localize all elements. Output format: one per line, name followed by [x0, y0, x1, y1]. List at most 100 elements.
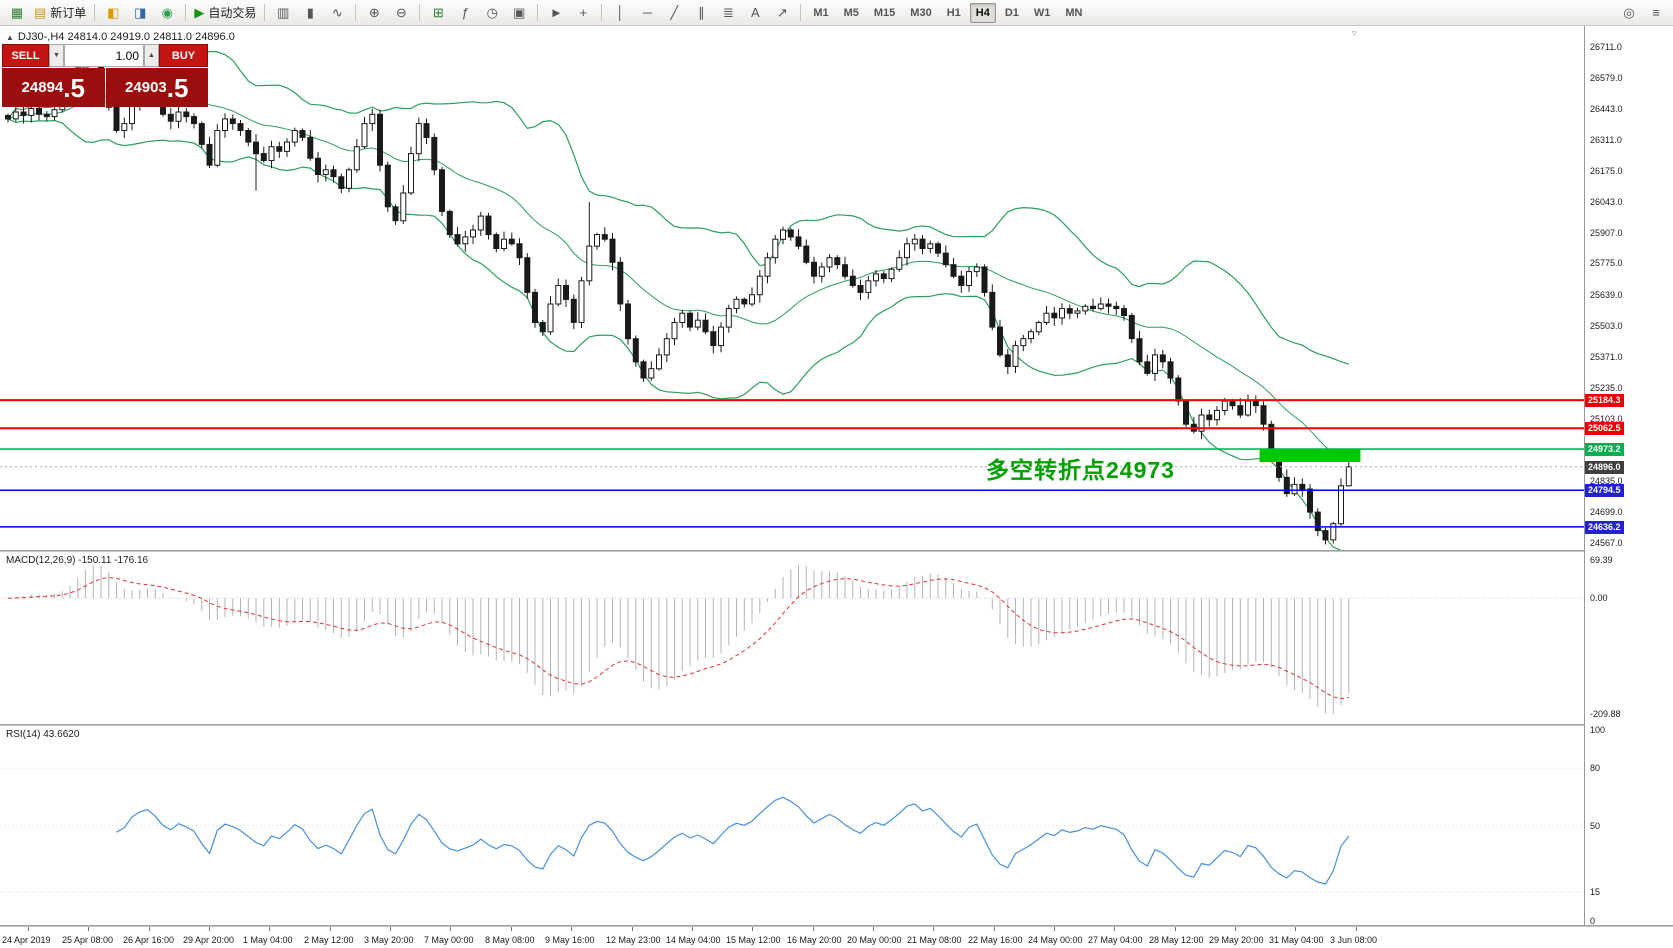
tile-windows-button[interactable]: ⊞	[425, 2, 451, 23]
arrows-button[interactable]: ↗	[769, 2, 795, 23]
price-chart[interactable]	[0, 26, 1584, 550]
candle	[198, 123, 205, 145]
timeframe-m5-button[interactable]: M5	[843, 6, 859, 19]
candle	[268, 146, 275, 162]
channel-button[interactable]: ∥	[688, 2, 714, 23]
crosshair-button[interactable]: +	[570, 2, 596, 23]
candle	[167, 113, 174, 122]
macd-panel[interactable]	[0, 552, 1584, 724]
turning-point-annotation[interactable]: 多空转折点24973	[986, 457, 1175, 483]
price-axis-label: 26711.0	[1590, 42, 1622, 52]
candle	[1159, 354, 1166, 363]
new-order-button[interactable]: ▤ 新订单	[31, 2, 89, 23]
oneclick-collapse-icon[interactable]: ▲	[6, 33, 14, 42]
menu-button[interactable]: ≡	[1643, 2, 1669, 23]
fibonacci-button[interactable]: ≣	[715, 2, 741, 23]
candle	[958, 275, 965, 286]
candle	[555, 285, 562, 305]
candle	[756, 275, 763, 296]
candle	[260, 153, 267, 161]
candle	[803, 245, 810, 263]
trendline-button[interactable]: ╱	[661, 2, 687, 23]
rsi-panel[interactable]	[0, 726, 1584, 925]
autotrading-button[interactable]: ▶ 自动交易	[191, 2, 259, 23]
sell-price-display[interactable]: 24894.5	[2, 68, 105, 107]
price-axis[interactable]: 26711.0 26579.0 26443.0 26311.0 26175.0 26043…	[1584, 26, 1673, 926]
panel-separator[interactable]	[0, 550, 1673, 552]
candle	[214, 130, 221, 166]
chart-shift-marker-icon[interactable]: ▿	[1352, 28, 1357, 38]
time-axis[interactable]: 24 Apr 2019 25 Apr 08:00 26 Apr 16:00 29 Ap…	[0, 927, 1673, 948]
zoom-in-button[interactable]: ⊕	[361, 2, 387, 23]
app-icon[interactable]: ▦	[4, 2, 30, 23]
timeframe-h4-button[interactable]: H4	[969, 2, 996, 23]
candle	[725, 308, 732, 328]
candle	[617, 261, 624, 305]
periods-icon: ◷	[486, 5, 498, 20]
candle	[415, 123, 422, 155]
volume-input[interactable]	[64, 44, 144, 67]
text-icon: A	[750, 5, 760, 20]
macd-signal-line	[7, 576, 1349, 700]
search-button[interactable]: ◎	[1616, 2, 1642, 23]
zoom-out-button[interactable]: ⊖	[388, 2, 414, 23]
candle	[1167, 361, 1174, 379]
market-watch-button[interactable]: ◧	[100, 2, 126, 23]
timeframe-w1-button[interactable]: W1	[1033, 6, 1051, 19]
arrows-icon: ↗	[776, 5, 788, 20]
buy-price-display[interactable]: 24903.5	[105, 68, 208, 107]
candle	[718, 326, 724, 347]
data-window-button[interactable]: ◨	[127, 2, 153, 23]
candle	[1144, 361, 1151, 374]
buy-button[interactable]: BUY	[159, 44, 208, 67]
candle	[563, 285, 569, 300]
candle	[888, 268, 895, 280]
cursor-button[interactable]: ►	[543, 2, 569, 23]
candle	[485, 215, 492, 236]
timeframe-m15-button[interactable]: M15	[873, 6, 896, 19]
candle	[1237, 405, 1244, 416]
candle	[245, 130, 252, 143]
time-axis-tick	[390, 927, 391, 931]
timeframe-h1-button[interactable]: H1	[946, 6, 961, 19]
fibonacci-icon: ≣	[722, 5, 734, 20]
sell-button[interactable]: SELL	[2, 44, 49, 67]
time-axis-tick	[1054, 927, 1055, 931]
panel-separator[interactable]	[0, 724, 1673, 726]
highlight-rectangle[interactable]	[1259, 449, 1361, 462]
time-axis-label: 8 May 08:00	[485, 935, 535, 945]
time-axis-tick	[692, 927, 693, 931]
bar-chart-button[interactable]: ▥	[270, 2, 296, 23]
candle	[1020, 338, 1027, 347]
rsi-axis-label: 50	[1590, 821, 1601, 831]
candle	[237, 123, 244, 131]
timeframe-d1-button[interactable]: D1	[1004, 6, 1019, 19]
buy-price-frac: .5	[166, 72, 189, 103]
candlestick-chart-button[interactable]: ▮	[297, 2, 323, 23]
timeframe-m30-button[interactable]: M30	[910, 6, 932, 19]
candle	[586, 245, 593, 282]
vertical-line-button[interactable]: │	[607, 2, 633, 23]
candle	[997, 326, 1003, 356]
candle	[1314, 511, 1321, 532]
candle	[28, 108, 35, 116]
rsi-axis-label: 100	[1590, 725, 1606, 735]
timeframe-mn-button[interactable]: MN	[1065, 6, 1083, 19]
zoom-in-icon: ⊕	[368, 5, 380, 20]
indicators-button[interactable]: ƒ	[452, 2, 478, 23]
candle	[880, 273, 887, 279]
line-chart-button[interactable]: ∿	[324, 2, 350, 23]
text-button[interactable]: A	[742, 2, 768, 23]
price-tag-25184.3: 25184.3	[1585, 394, 1624, 407]
candle	[687, 312, 693, 328]
navigator-button[interactable]: ◉	[154, 2, 180, 23]
volume-dropdown-button[interactable]: ▼	[49, 44, 64, 67]
periods-button[interactable]: ◷	[479, 2, 505, 23]
time-axis-label: 25 Apr 08:00	[62, 935, 114, 945]
price-axis-label: 25103.0	[1590, 414, 1623, 424]
horizontal-line-button[interactable]: ─	[634, 2, 660, 23]
templates-button[interactable]: ▣	[506, 2, 532, 23]
timeframe-m1-button[interactable]: M1	[813, 6, 829, 19]
candle	[454, 234, 461, 245]
volume-increase-button[interactable]: ▲	[144, 44, 159, 67]
